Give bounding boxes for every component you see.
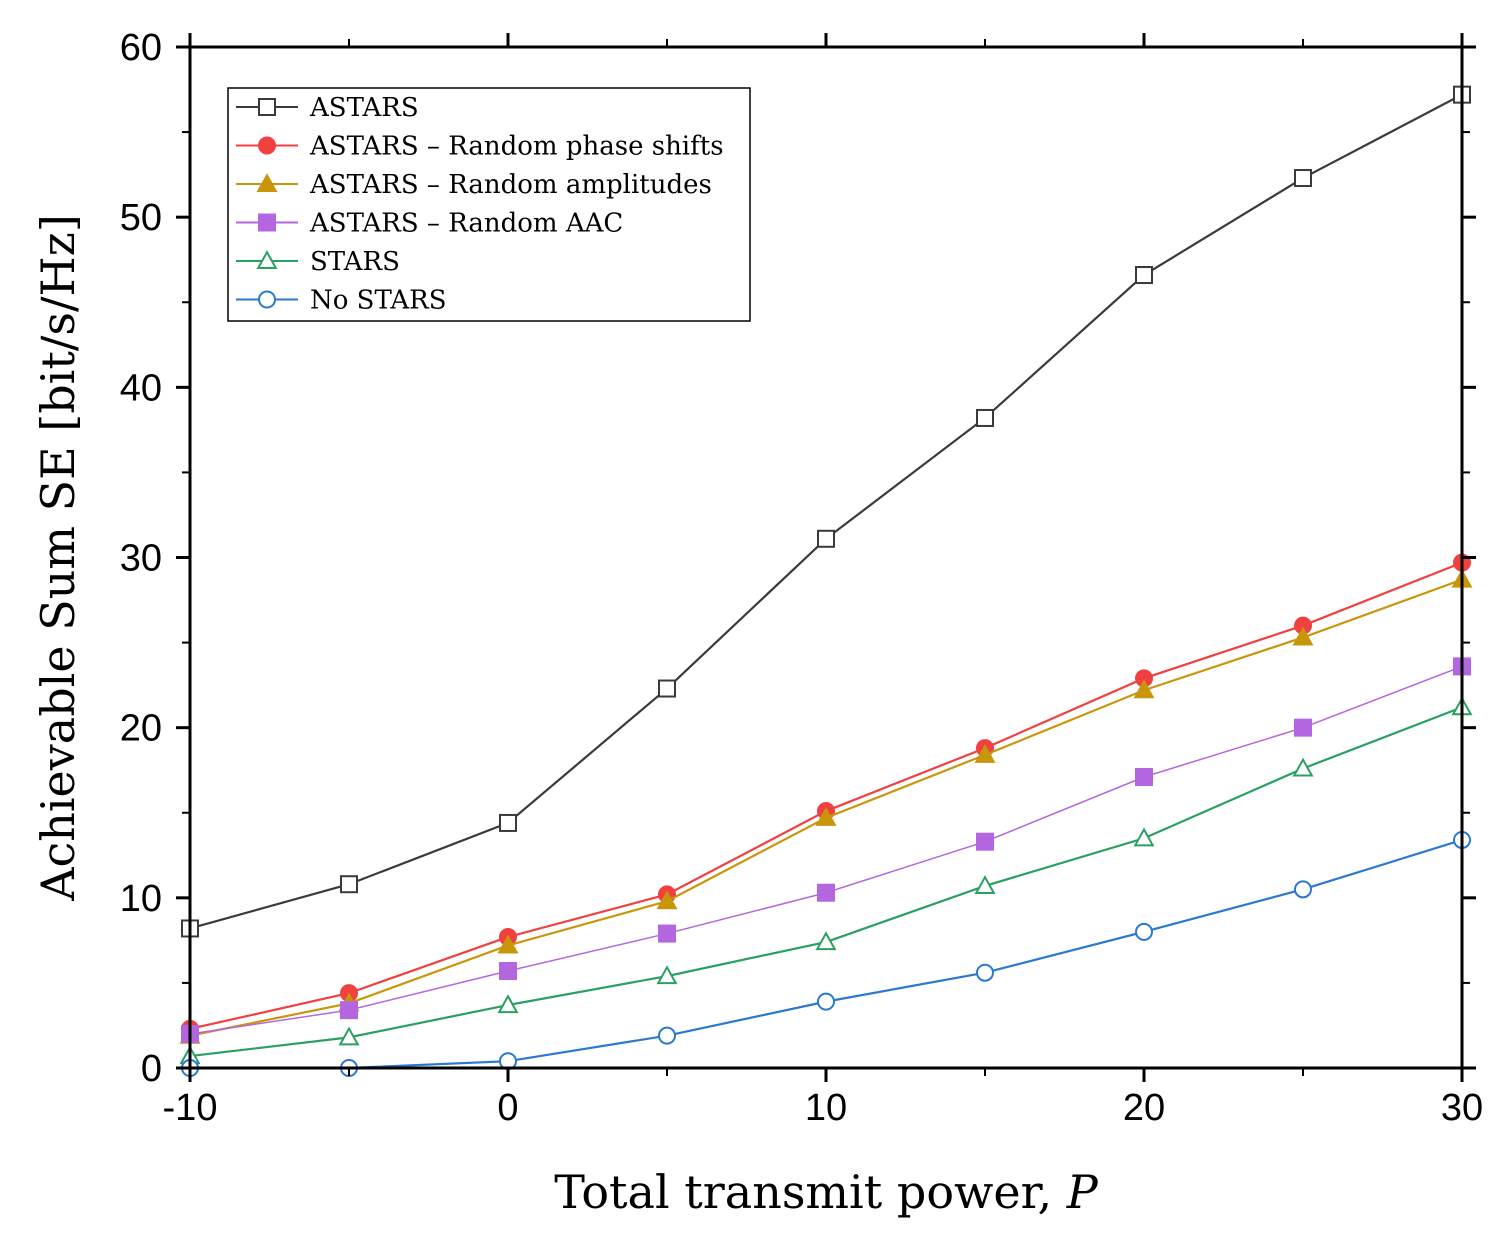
x-tick-label: 30 (1441, 1087, 1483, 1129)
series-line (190, 838, 1463, 1070)
legend-box (227, 87, 751, 322)
data-point (1135, 266, 1153, 285)
x-axis-title: Total transmit power, P (554, 1165, 1099, 1219)
data-point (815, 931, 837, 951)
x-tick-label: 10 (805, 1087, 847, 1129)
series-line (189, 665, 1463, 1035)
data-point (976, 963, 994, 982)
data-point (817, 992, 835, 1011)
data-point (656, 890, 678, 910)
data-point (656, 965, 678, 985)
data-point (499, 962, 517, 981)
legend: ASTARS ASTARS – Random phase shifts ASTARS… (227, 87, 751, 322)
legend-label: ASTARS – Random amplitudes (309, 170, 712, 200)
data-point (1135, 768, 1153, 787)
data-point (976, 408, 994, 427)
data-point (976, 832, 994, 851)
data-point (815, 806, 837, 826)
y-tick-label: 0 (141, 1048, 162, 1090)
data-point (1294, 718, 1312, 737)
data-point (497, 934, 519, 954)
data-point (658, 1026, 676, 1045)
data-point (658, 679, 676, 698)
data-point (1292, 626, 1314, 646)
legend-marker (258, 98, 276, 116)
legend-marker (256, 173, 278, 193)
y-tick-label: 30 (120, 538, 162, 580)
data-point (1294, 880, 1312, 899)
data-point (1135, 922, 1153, 941)
y-tick-label: 40 (120, 367, 162, 409)
legend-label: STARS (310, 247, 400, 277)
series-1 (181, 553, 1471, 1038)
y-tick-label: 60 (120, 27, 162, 69)
x-axis-title-text: Total transmit power, (554, 1165, 1067, 1219)
y-tick-label: 10 (120, 878, 162, 920)
data-point (974, 744, 996, 763)
data-point (1133, 679, 1155, 699)
legend-marker (258, 136, 276, 155)
series-4 (179, 696, 1473, 1065)
data-point (817, 883, 835, 902)
y-tick-label: 50 (120, 197, 162, 239)
data-point (1133, 827, 1155, 847)
series-5 (181, 830, 1471, 1077)
x-axis-title-var: P (1066, 1165, 1099, 1219)
data-point (1292, 757, 1314, 777)
data-point (1294, 169, 1312, 188)
series-line (189, 561, 1463, 1030)
data-point (340, 1001, 358, 1020)
y-tick-label: 20 (120, 708, 162, 750)
data-point (974, 875, 996, 894)
data-point (497, 994, 519, 1014)
y-axis-title: Achievable Sum SE [bit/s/Hz] (31, 214, 85, 902)
x-tick-label: -10 (163, 1087, 218, 1129)
x-tick-label: 0 (497, 1087, 518, 1129)
data-point (658, 924, 676, 943)
data-point (338, 1026, 360, 1046)
legend-marker (258, 290, 276, 309)
series-3 (181, 657, 1471, 1043)
legend-label: No STARS (310, 286, 447, 316)
data-point (499, 813, 517, 832)
legend-marker (258, 213, 276, 232)
legend-label: ASTARS – Random AAC (309, 209, 623, 239)
data-point (817, 529, 835, 548)
x-tick-label: 20 (1123, 1087, 1165, 1129)
legend-label: ASTARS – Random phase shifts (309, 132, 724, 162)
legend-label: ASTARS (309, 93, 419, 123)
series-0 (181, 85, 1471, 938)
data-point (340, 875, 358, 894)
legend-marker (256, 250, 278, 270)
